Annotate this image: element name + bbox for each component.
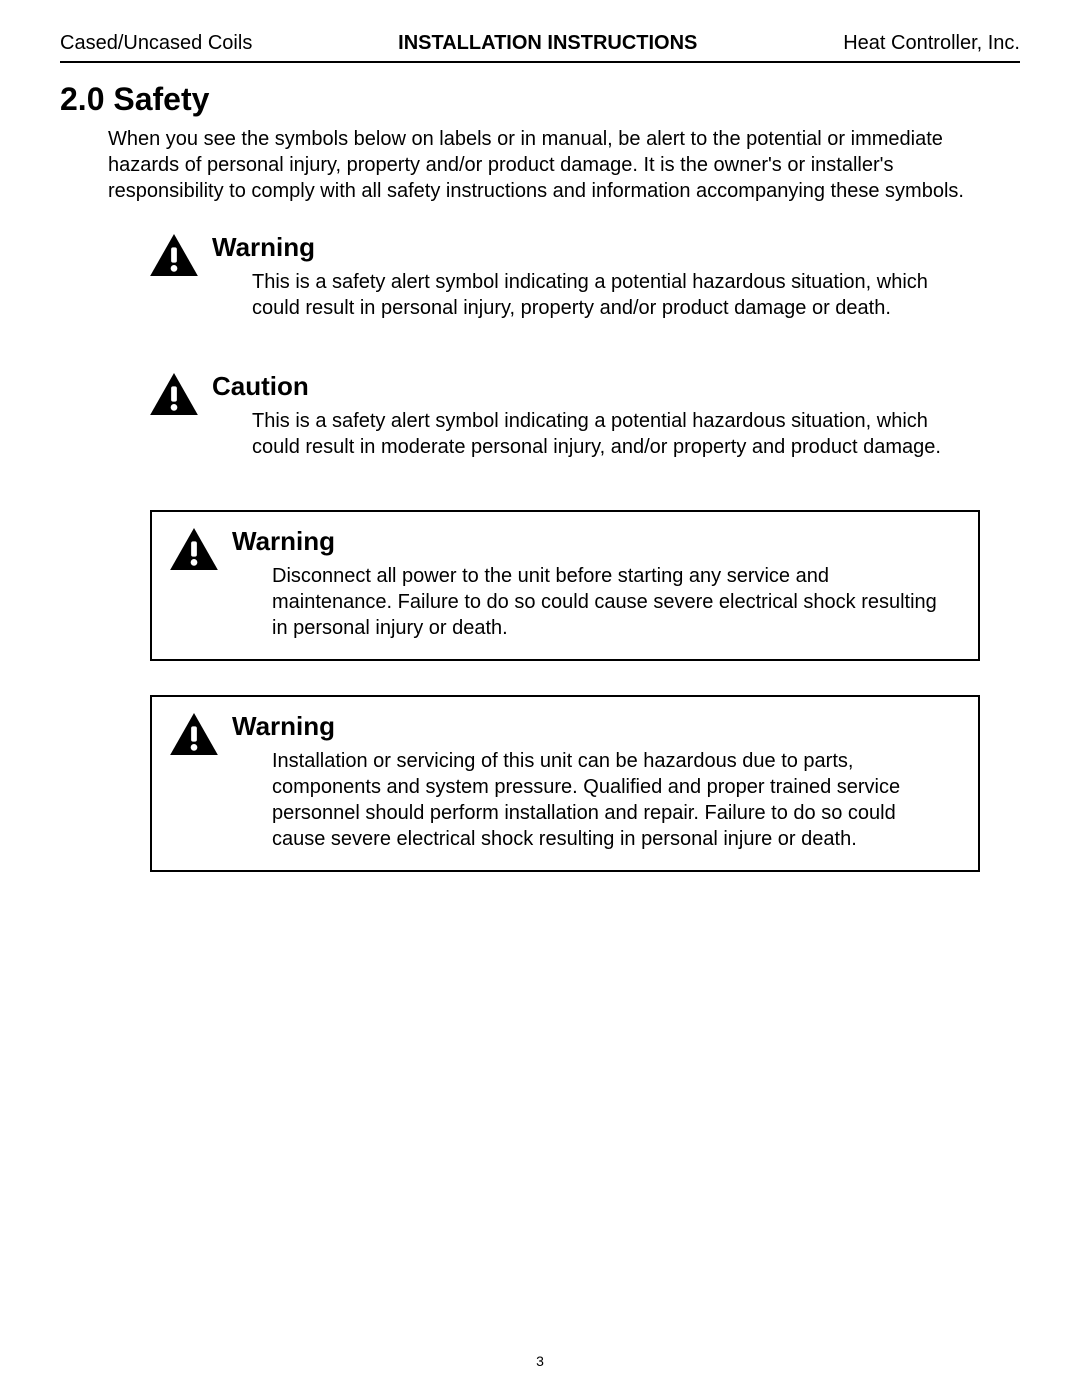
alert-warning-boxed: Warning Installation or servicing of thi… [150,695,980,872]
alert-body: This is a safety alert symbol indicating… [252,408,970,460]
page: Cased/Uncased Coils INSTALLATION INSTRUC… [0,0,1080,1397]
alert-caution: Caution This is a safety alert symbol in… [150,371,980,460]
alert-body: Disconnect all power to the unit before … [272,563,950,641]
alert-warning-boxed: Warning Disconnect all power to the unit… [150,510,980,661]
alert-body: Installation or servicing of this unit c… [272,748,950,852]
alert-warning: Warning This is a safety alert symbol in… [150,232,980,321]
section-title: 2.0 Safety [60,81,1020,118]
alert-title: Warning [212,232,980,263]
alert-content: Caution This is a safety alert symbol in… [212,371,980,460]
warning-triangle-icon [150,234,198,276]
alert-content: Warning This is a safety alert symbol in… [212,232,980,321]
section-intro: When you see the symbols below on labels… [108,126,1010,204]
alert-content: Warning Installation or servicing of thi… [232,711,960,852]
header-center: INSTALLATION INSTRUCTIONS [398,32,697,55]
page-number: 3 [0,1353,1080,1369]
warning-triangle-icon [170,528,218,570]
warning-triangle-icon [170,713,218,755]
alert-title: Warning [232,526,960,557]
alert-body: This is a safety alert symbol indicating… [252,269,970,321]
header-left: Cased/Uncased Coils [60,32,252,55]
header-right: Heat Controller, Inc. [843,32,1020,55]
page-header: Cased/Uncased Coils INSTALLATION INSTRUC… [60,32,1020,63]
alert-title: Caution [212,371,980,402]
alert-title: Warning [232,711,960,742]
alert-content: Warning Disconnect all power to the unit… [232,526,960,641]
warning-triangle-icon [150,373,198,415]
